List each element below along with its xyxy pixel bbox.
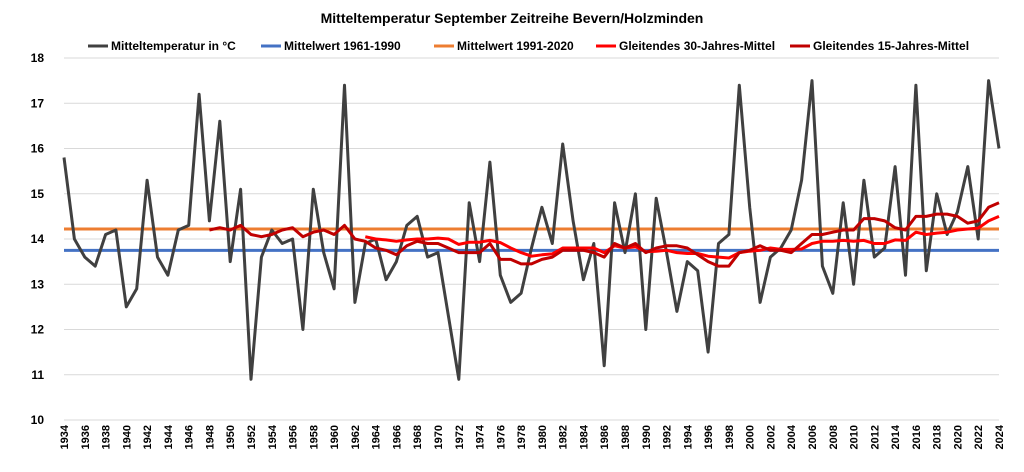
legend: Mitteltemperatur in °C Mittelwert 1961-19…: [88, 39, 969, 53]
x-tick-label: 2002: [765, 425, 777, 449]
x-tick-label: 2018: [932, 425, 944, 449]
x-tick-label: 1944: [163, 424, 175, 449]
x-tick-label: 1964: [371, 424, 383, 449]
x-tick-label: 1984: [578, 424, 590, 449]
x-tick-label: 1990: [641, 425, 653, 449]
x-tick-label: 1958: [308, 425, 320, 449]
gridlines: [64, 57, 999, 421]
x-tick-label: 1978: [516, 425, 528, 449]
x-tick-label: 1946: [184, 425, 196, 449]
x-tick-label: 2010: [849, 425, 861, 449]
x-tick-label: 2022: [973, 425, 985, 449]
x-tick-label: 1940: [121, 425, 133, 449]
x-tick-label: 1998: [724, 425, 736, 449]
x-tick-label: 1970: [433, 425, 445, 449]
x-tick-label: 1954: [267, 424, 279, 449]
x-tick-label: 1986: [599, 425, 611, 449]
moving-average-15-line: [209, 201, 1000, 268]
y-tick-label: 10: [31, 413, 45, 427]
x-tick-label: 1962: [350, 425, 362, 449]
x-tick-label: 1974: [475, 424, 487, 449]
y-tick-label: 17: [31, 96, 45, 110]
legend-label: Mittelwert 1991-2020: [457, 39, 574, 53]
legend-label: Mitteltemperatur in °C: [111, 39, 236, 53]
temperature-line: [62, 79, 1001, 381]
x-tick-label: 1948: [204, 425, 216, 449]
series-lines: [62, 79, 1001, 381]
y-tick-label: 16: [31, 142, 45, 156]
x-tick-label: 1980: [537, 425, 549, 449]
chart-title: Mitteltemperatur September Zeitreihe Bev…: [321, 10, 704, 26]
x-tick-label: 2016: [911, 425, 923, 449]
x-tick-label: 1960: [329, 425, 341, 449]
x-tick-label: 1988: [620, 425, 632, 449]
x-tick-label: 2004: [786, 424, 798, 449]
x-axis: 1934 1936 1938 1940 1942 1944 1946 1948 1950 1952…: [59, 424, 1006, 449]
x-tick-label: 1996: [703, 425, 715, 449]
x-tick-label: 2008: [828, 425, 840, 449]
x-tick-label: 1938: [101, 425, 113, 449]
legend-label: Gleitendes 15-Jahres-Mittel: [813, 39, 969, 53]
y-tick-label: 13: [31, 277, 45, 291]
y-tick-label: 12: [31, 323, 45, 337]
x-tick-label: 2012: [869, 425, 881, 449]
x-tick-label: 1994: [682, 424, 694, 449]
x-tick-label: 2014: [890, 424, 902, 449]
x-tick-label: 1942: [142, 425, 154, 449]
moving-average-30-line: [364, 215, 1000, 260]
x-tick-label: 1992: [662, 425, 674, 449]
legend-label: Mittelwert 1961-1990: [284, 39, 401, 53]
x-tick-label: 2000: [745, 425, 757, 449]
x-tick-label: 2006: [807, 425, 819, 449]
y-tick-label: 18: [31, 51, 45, 65]
x-tick-label: 1952: [246, 425, 258, 449]
y-axis: 10 11 12 13 14 15 16 17 18: [31, 51, 45, 427]
x-tick-label: 2020: [952, 425, 964, 449]
x-tick-label: 1976: [495, 425, 507, 449]
y-tick-label: 11: [31, 368, 44, 382]
x-tick-label: 1934: [59, 424, 71, 449]
legend-label: Gleitendes 30-Jahres-Mittel: [619, 39, 775, 53]
x-tick-label: 1950: [225, 425, 237, 449]
x-tick-label: 1936: [80, 425, 92, 449]
x-tick-label: 1982: [558, 425, 570, 449]
x-tick-label: 1966: [391, 425, 403, 449]
x-tick-label: 1972: [454, 425, 466, 449]
y-tick-label: 14: [31, 232, 45, 246]
x-tick-label: 1968: [412, 425, 424, 449]
y-tick-label: 15: [31, 187, 45, 201]
x-tick-label: 2024: [994, 424, 1006, 449]
x-tick-label: 1956: [288, 425, 300, 449]
